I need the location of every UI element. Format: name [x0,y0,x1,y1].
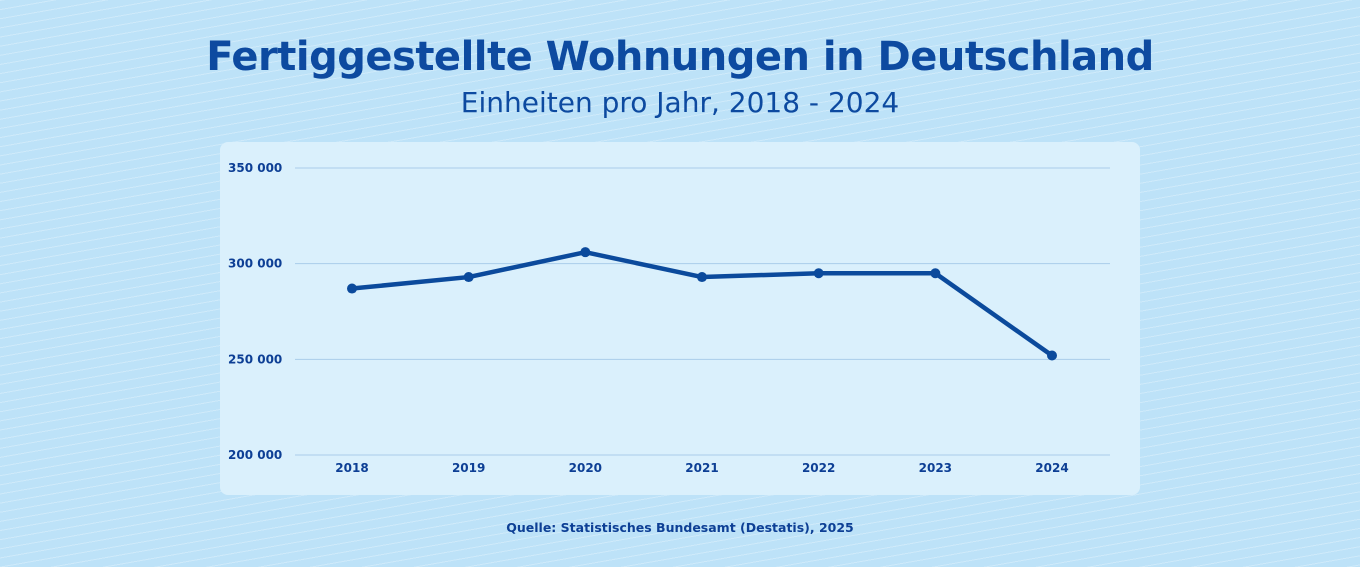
x-tick-label: 2019 [452,461,485,475]
x-tick-label: 2022 [802,461,835,475]
line-chart: 200 000 250 000 300 000 350 000 2018 2019 2020… [228,161,1110,475]
series-line [351,249,1054,358]
y-tick-label: 300 000 [228,257,282,271]
data-point [930,268,941,279]
source-note: Quelle: Statistisches Bundesamt (Destati… [506,520,854,535]
y-tick-label: 250 000 [228,352,282,366]
y-tick-label: 350 000 [228,161,282,175]
x-tick-label: 2023 [919,461,952,475]
x-tick-label: 2020 [569,461,602,475]
data-point [813,268,824,279]
chart-subtitle: Einheiten pro Jahr, 2018 - 2024 [460,86,900,119]
chart-panel: 200 000 250 000 300 000 350 000 2018 2019 2020… [220,142,1140,495]
data-point [1047,350,1057,361]
data-point [347,283,357,294]
chart-title: Fertiggestellte Wohnungen in Deutschland [206,34,1154,80]
x-tick-label: 2018 [335,461,368,475]
data-point [697,272,707,283]
data-point [463,272,474,283]
y-tick-label: 200 000 [228,448,282,462]
data-point [580,247,591,258]
x-tick-label: 2021 [685,461,718,475]
x-tick-label: 2024 [1035,461,1068,475]
